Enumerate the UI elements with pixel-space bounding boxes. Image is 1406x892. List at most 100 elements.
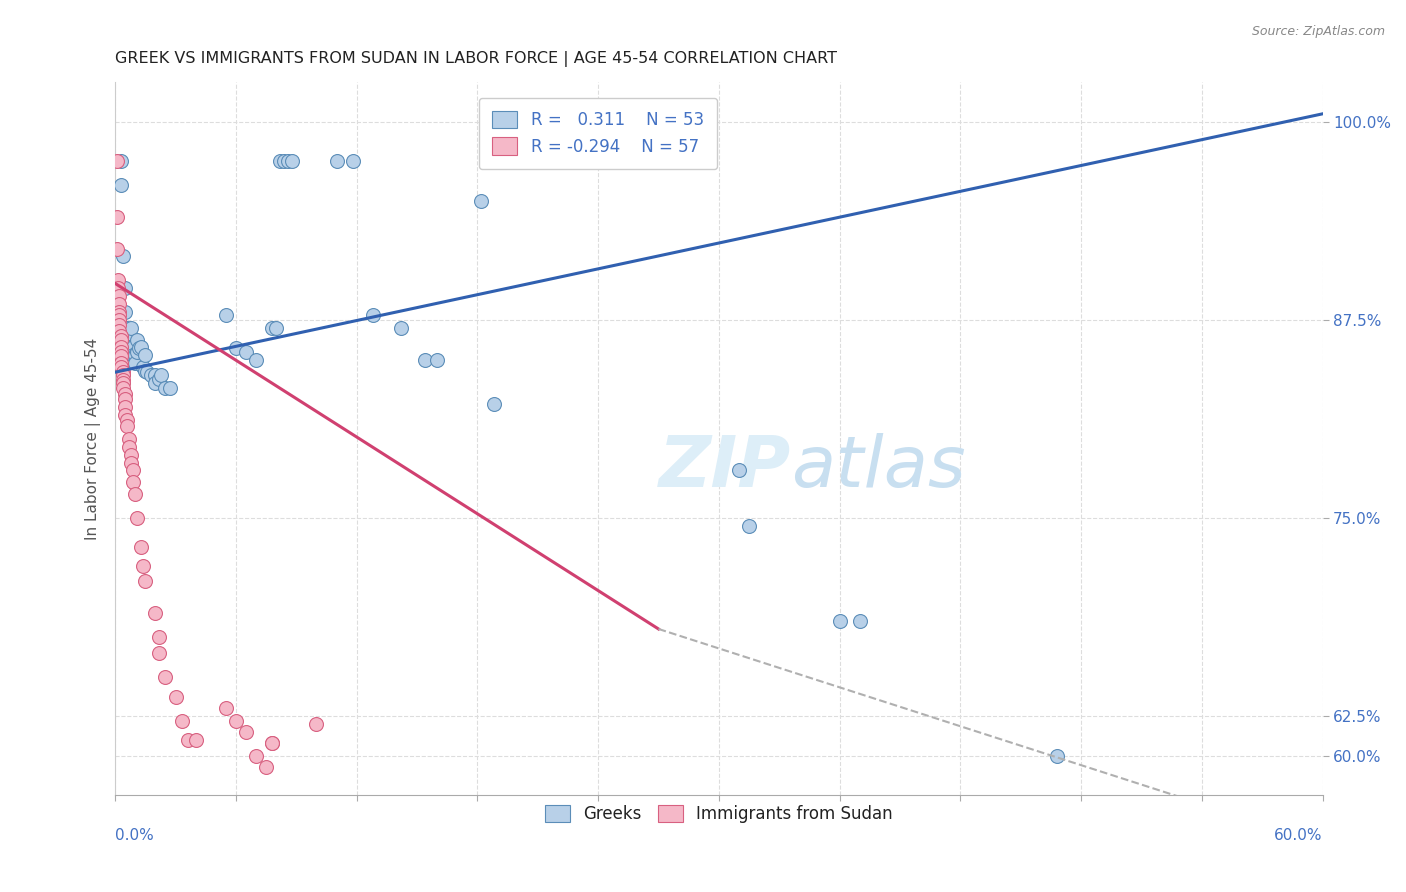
Point <box>118 440 141 454</box>
Text: 60.0%: 60.0% <box>1274 828 1323 843</box>
Point <box>128 342 150 356</box>
Point <box>131 340 153 354</box>
Text: 0.0%: 0.0% <box>115 828 153 843</box>
Point <box>145 368 167 383</box>
Point <box>122 475 145 489</box>
Point <box>361 308 384 322</box>
Point <box>325 154 347 169</box>
Point <box>108 308 131 322</box>
Point <box>122 463 145 477</box>
Point <box>108 297 131 311</box>
Point <box>235 344 257 359</box>
Point <box>170 714 193 728</box>
Point <box>281 154 304 169</box>
Point <box>114 305 136 319</box>
Point <box>114 392 136 406</box>
Point <box>108 305 131 319</box>
Point <box>1046 748 1069 763</box>
Point <box>107 273 129 287</box>
Point <box>108 324 131 338</box>
Point <box>136 365 159 379</box>
Point <box>215 701 238 715</box>
Point <box>262 321 284 335</box>
Text: Source: ZipAtlas.com: Source: ZipAtlas.com <box>1251 25 1385 38</box>
Point <box>114 400 136 414</box>
Point <box>120 340 142 354</box>
Point <box>127 511 149 525</box>
Point <box>114 387 136 401</box>
Point <box>131 540 153 554</box>
Point <box>112 381 135 395</box>
Point <box>110 328 132 343</box>
Point <box>117 336 139 351</box>
Point <box>184 733 207 747</box>
Point <box>132 360 155 375</box>
Point <box>848 614 870 628</box>
Point <box>828 614 851 628</box>
Point <box>108 313 131 327</box>
Point <box>389 321 412 335</box>
Point <box>277 154 299 169</box>
Point <box>105 154 128 169</box>
Point <box>110 178 132 193</box>
Point <box>127 344 149 359</box>
Point <box>134 348 156 362</box>
Point <box>117 321 139 335</box>
Point <box>165 690 187 705</box>
Point <box>124 487 146 501</box>
Point <box>132 558 155 573</box>
Point <box>728 463 751 477</box>
Point <box>264 321 287 335</box>
Point <box>108 289 131 303</box>
Point <box>117 419 139 434</box>
Point <box>215 308 238 322</box>
Point <box>176 733 198 747</box>
Point <box>155 669 177 683</box>
Point <box>107 281 129 295</box>
Point <box>470 194 492 208</box>
Point <box>120 448 142 462</box>
Text: ZIP: ZIP <box>659 433 792 502</box>
Point <box>262 736 284 750</box>
Point <box>305 717 328 731</box>
Point <box>482 397 505 411</box>
Point <box>110 334 132 348</box>
Point <box>110 154 132 169</box>
Point <box>426 352 449 367</box>
Y-axis label: In Labor Force | Age 45-54: In Labor Force | Age 45-54 <box>86 338 101 540</box>
Point <box>134 574 156 589</box>
Point <box>245 352 267 367</box>
Point <box>112 250 135 264</box>
Point <box>159 381 181 395</box>
Point <box>118 340 141 354</box>
Point <box>145 606 167 620</box>
Point <box>118 432 141 446</box>
Point <box>254 760 277 774</box>
Point <box>105 242 128 256</box>
Point <box>141 368 163 383</box>
Point <box>120 321 142 335</box>
Point <box>148 371 170 385</box>
Point <box>148 646 170 660</box>
Point <box>110 340 132 354</box>
Point <box>112 365 135 379</box>
Point <box>112 376 135 391</box>
Point <box>262 736 284 750</box>
Point <box>269 154 291 169</box>
Point <box>110 360 132 375</box>
Point <box>105 210 128 224</box>
Point <box>108 318 131 332</box>
Point <box>114 408 136 422</box>
Point <box>225 342 247 356</box>
Point <box>112 373 135 387</box>
Point <box>120 456 142 470</box>
Point <box>122 340 145 354</box>
Text: atlas: atlas <box>792 433 966 502</box>
Point <box>118 328 141 343</box>
Point <box>342 154 364 169</box>
Point <box>155 381 177 395</box>
Point <box>114 281 136 295</box>
Point <box>235 725 257 739</box>
Point <box>738 519 761 533</box>
Point <box>134 363 156 377</box>
